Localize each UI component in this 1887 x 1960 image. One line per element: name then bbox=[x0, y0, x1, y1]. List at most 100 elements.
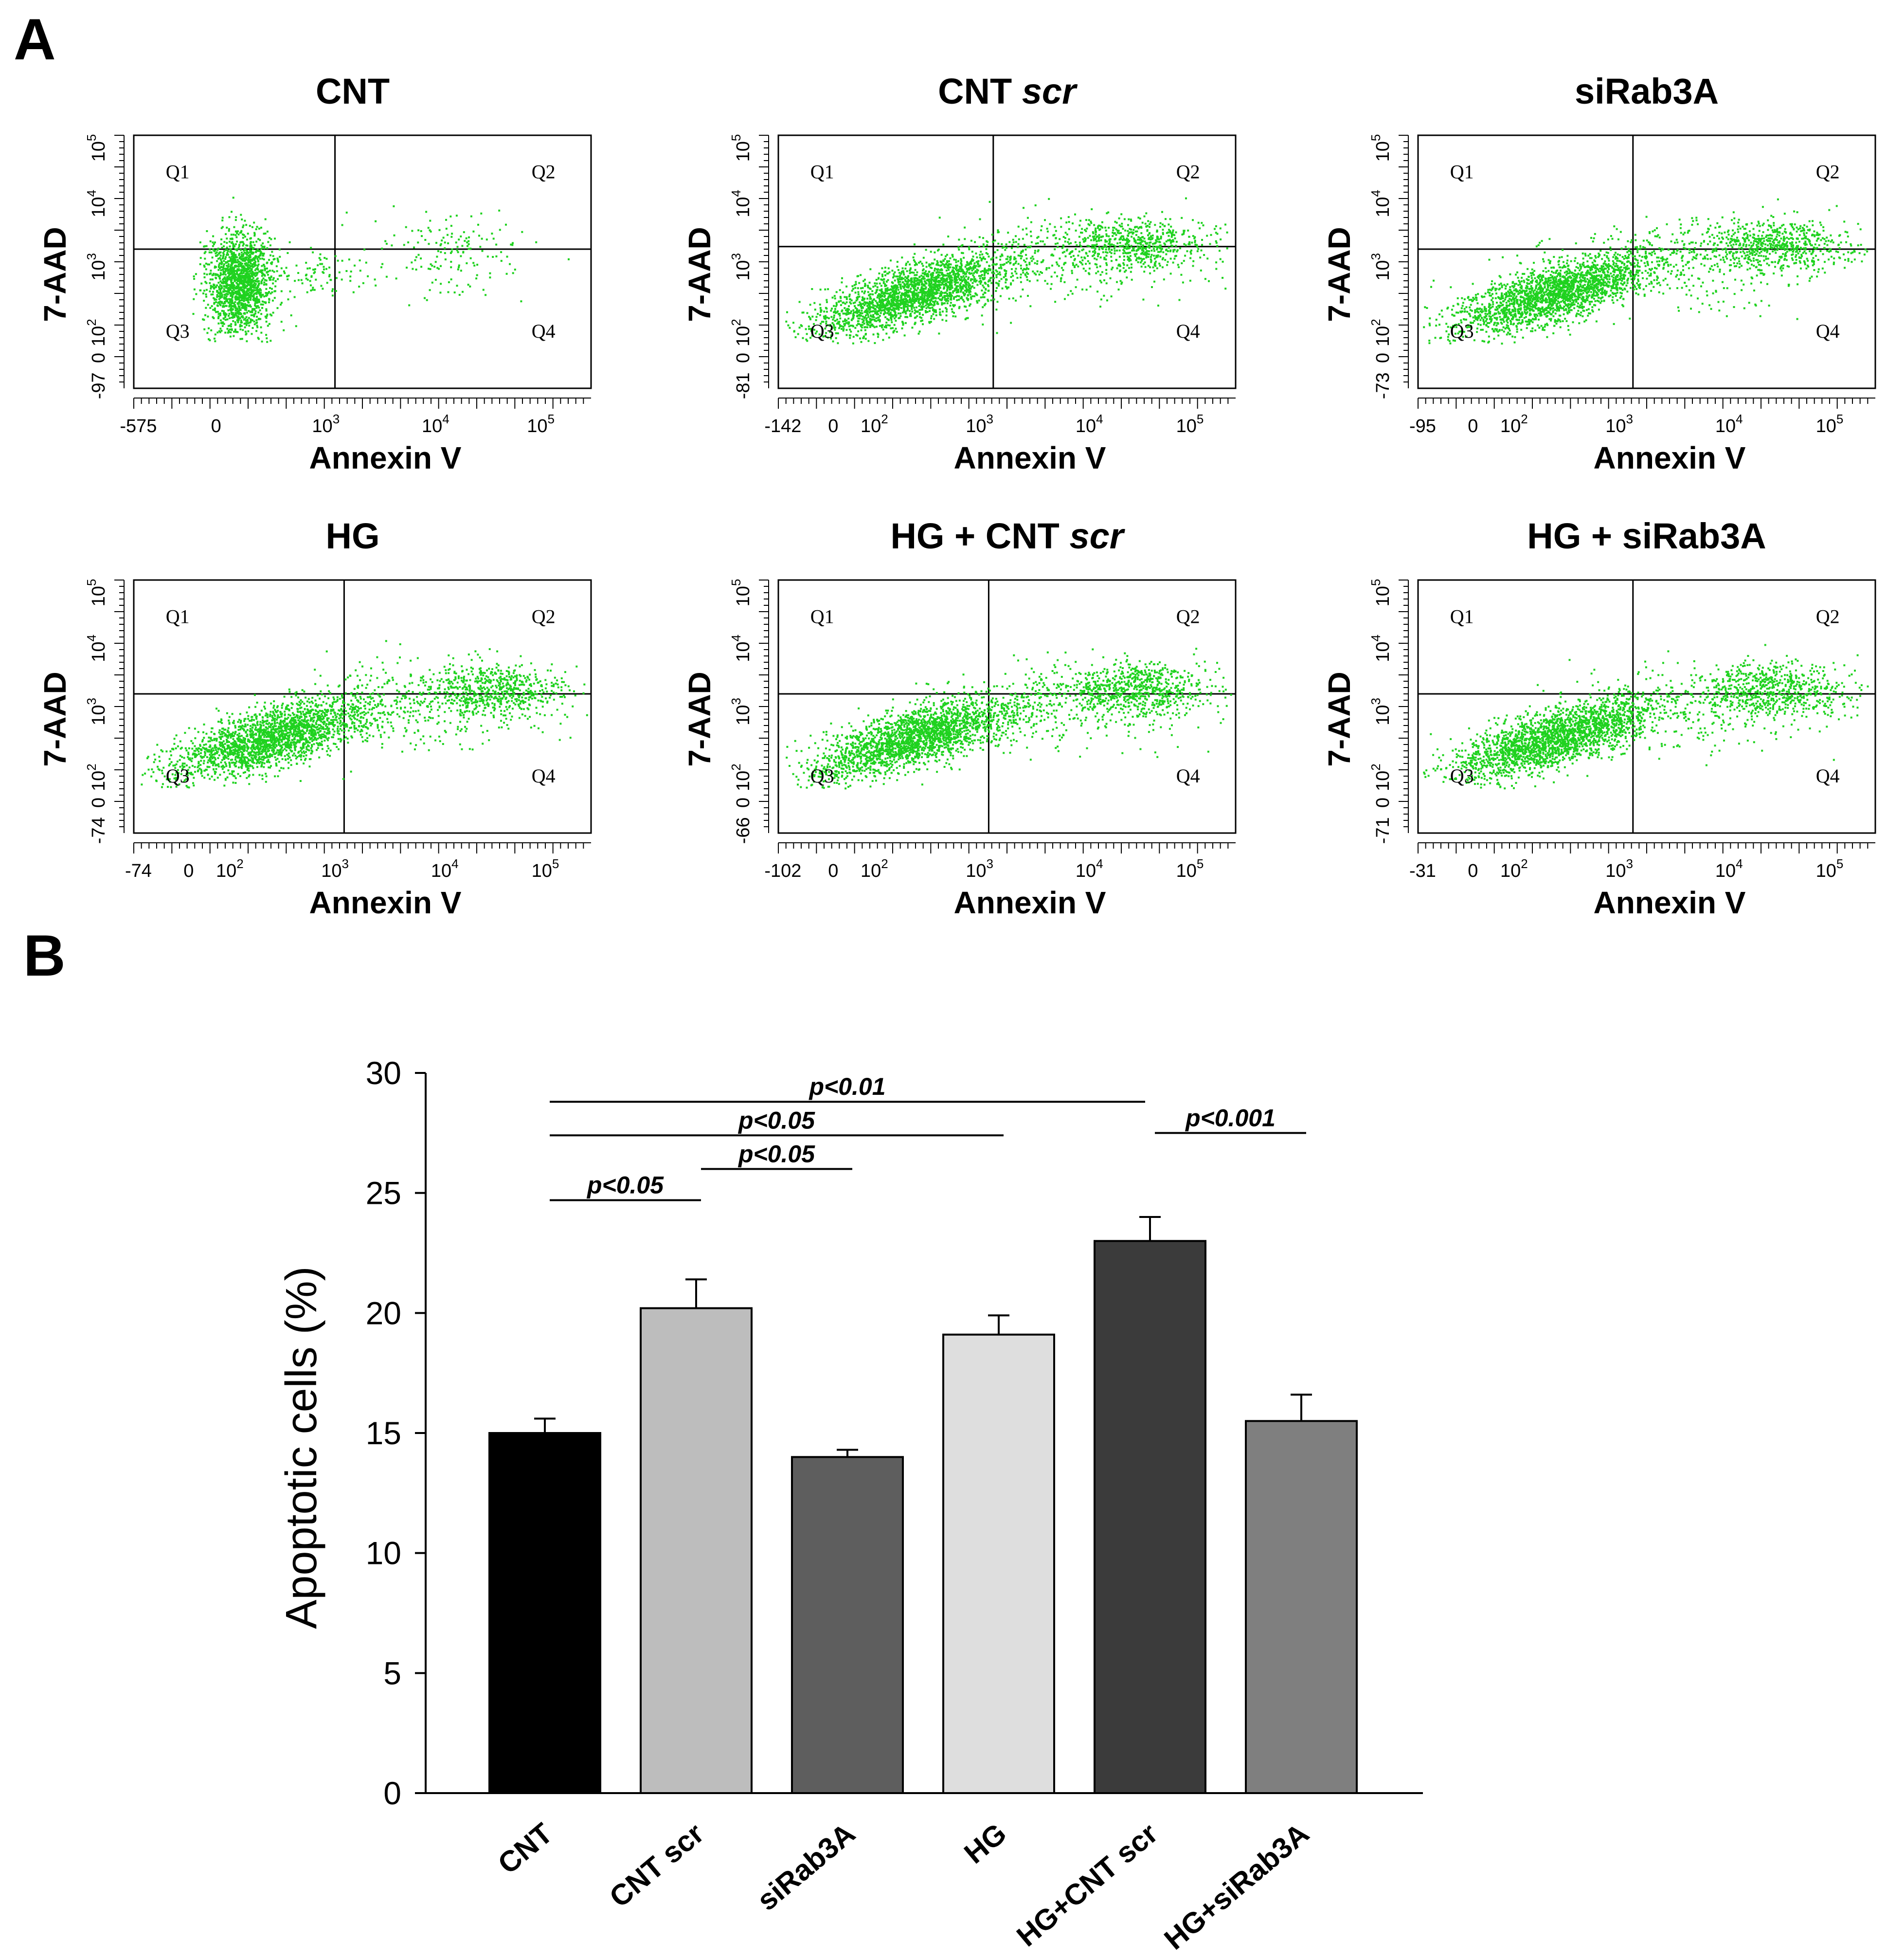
event-dot-cloud bbox=[141, 640, 588, 789]
y-tick-exponent: 4 bbox=[729, 635, 743, 641]
flow-plot-frame bbox=[133, 579, 592, 834]
quadrant-label-q3: Q3 bbox=[1450, 320, 1474, 342]
flow-panel-title: HG bbox=[326, 516, 380, 556]
y-tick-label: -66 bbox=[733, 817, 754, 844]
flow-panel-title-main: HG bbox=[326, 516, 380, 556]
bar bbox=[1094, 1240, 1206, 1794]
x-tick-exponent: 3 bbox=[1626, 412, 1633, 426]
x-tick-base: -74 bbox=[125, 861, 152, 881]
event-dots bbox=[1423, 644, 1869, 790]
x-tick-base: 10 bbox=[1816, 861, 1836, 881]
flow-panel-title-main: CNT bbox=[316, 71, 390, 111]
quadrant-label-q3: Q3 bbox=[166, 320, 190, 342]
quadrant-label-q3: Q3 bbox=[1450, 765, 1474, 787]
y-tick-label: 15 bbox=[366, 1415, 401, 1451]
x-tick-label: -102 bbox=[764, 861, 801, 881]
y-tick-label: -71 bbox=[1373, 817, 1393, 844]
significance-label: p<0.01 bbox=[808, 1073, 885, 1100]
x-tick-label: 105 bbox=[1816, 412, 1844, 436]
x-category-label: HG bbox=[958, 1817, 1012, 1870]
y-tick-exponent: 4 bbox=[729, 190, 743, 197]
y-tick-exponent: 5 bbox=[729, 134, 743, 141]
y-tick-base: 10 bbox=[89, 586, 109, 606]
quadrant-label-q4: Q4 bbox=[1176, 320, 1200, 342]
flow-plot-frame bbox=[1417, 579, 1876, 834]
x-tick-label: 105 bbox=[1816, 856, 1844, 881]
y-tick-label: 0 bbox=[1373, 798, 1393, 808]
x-tick-exponent: 2 bbox=[236, 856, 243, 871]
y-axis-title: Apoptotic cells (%) bbox=[277, 1266, 326, 1629]
y-tick-label: 105 bbox=[729, 134, 754, 162]
y-axis-title: 7-AAD bbox=[37, 671, 72, 767]
y-tick-exponent: 3 bbox=[729, 253, 743, 260]
x-axis-title: Annexin V bbox=[309, 885, 462, 920]
y-tick-label: 103 bbox=[729, 253, 754, 281]
quadrant-label-q1: Q1 bbox=[1450, 605, 1474, 627]
flow-plot-frame bbox=[777, 579, 1237, 834]
x-tick-base: 10 bbox=[966, 861, 986, 881]
y-tick-base: 10 bbox=[89, 771, 109, 791]
y-tick-label: 0 bbox=[89, 798, 109, 808]
y-tick-label: -97 bbox=[89, 372, 109, 399]
x-tick-label: 104 bbox=[1076, 856, 1103, 881]
y-tick-label: 104 bbox=[1368, 635, 1393, 662]
y-tick-exponent: 2 bbox=[729, 319, 743, 326]
x-tick-base: 10 bbox=[1076, 416, 1096, 436]
y-tick-exponent: 5 bbox=[1368, 134, 1383, 141]
y-tick-label: 103 bbox=[84, 698, 109, 726]
y-tick-base: 10 bbox=[733, 260, 754, 280]
y-tick-label: 104 bbox=[1368, 190, 1393, 218]
y-tick-label: 103 bbox=[1368, 253, 1393, 281]
quadrant-label-q1: Q1 bbox=[810, 605, 834, 627]
x-tick-label: 105 bbox=[1176, 856, 1204, 881]
y-axis-title: 7-AAD bbox=[1322, 227, 1357, 322]
bar-chart: 0 5 10 15 20 25 30 Apoptotic cells (%) CNT CNT sc… bbox=[277, 1055, 1423, 1956]
x-tick-base: 0 bbox=[828, 861, 838, 881]
y-tick-label: 104 bbox=[84, 190, 109, 218]
x-tick-label: 104 bbox=[1076, 412, 1103, 436]
y-tick-label: 0 bbox=[1373, 353, 1393, 363]
y-tick-base: 10 bbox=[1373, 141, 1393, 162]
bar bbox=[640, 1307, 753, 1794]
x-tick-base: 10 bbox=[1500, 416, 1521, 436]
y-tick-exponent: 3 bbox=[1368, 253, 1383, 260]
x-tick-base: 0 bbox=[1468, 416, 1478, 436]
event-dot-cloud bbox=[1423, 644, 1869, 790]
y-tick-exponent: 3 bbox=[84, 253, 99, 260]
y-tick-base: 10 bbox=[1373, 326, 1393, 346]
x-tick-base: 10 bbox=[527, 416, 547, 436]
significance-label: p<0.001 bbox=[1185, 1104, 1276, 1131]
y-tick-label: 102 bbox=[729, 319, 754, 346]
quadrant-label-q4: Q4 bbox=[1816, 765, 1840, 787]
event-dot-cloud bbox=[785, 197, 1228, 345]
x-tick-exponent: 3 bbox=[987, 856, 993, 871]
y-tick-label: -74 bbox=[89, 817, 109, 844]
x-tick-base: 0 bbox=[828, 416, 838, 436]
bar bbox=[488, 1432, 601, 1794]
y-tick-base: 10 bbox=[1373, 197, 1393, 217]
y-tick-base: 0 bbox=[733, 353, 754, 363]
y-tick-label: 20 bbox=[366, 1295, 401, 1331]
x-tick-base: 0 bbox=[211, 416, 221, 436]
x-tick-label: 103 bbox=[966, 856, 993, 881]
quadrant-label-q4: Q4 bbox=[1176, 765, 1200, 787]
y-tick-label: 105 bbox=[729, 579, 754, 607]
x-tick-label: -142 bbox=[764, 416, 801, 436]
y-tick-base: 10 bbox=[733, 141, 754, 162]
x-axis-title: Annexin V bbox=[1594, 440, 1746, 475]
y-tick-label: 105 bbox=[1368, 579, 1393, 607]
quadrant-label-q2: Q2 bbox=[532, 605, 556, 627]
y-tick-label: 0 bbox=[733, 798, 754, 808]
x-tick-base: 10 bbox=[861, 416, 881, 436]
quadrant-label-q1: Q1 bbox=[810, 161, 834, 182]
x-tick-base: -95 bbox=[1409, 416, 1436, 436]
y-tick-label: 102 bbox=[84, 319, 109, 346]
flow-panel-title-main: CNT bbox=[938, 71, 1022, 111]
bar bbox=[791, 1456, 904, 1794]
quadrant-label-q2: Q2 bbox=[532, 161, 556, 182]
x-tick-exponent: 4 bbox=[1096, 856, 1103, 871]
y-axis-title: 7-AAD bbox=[682, 671, 717, 767]
